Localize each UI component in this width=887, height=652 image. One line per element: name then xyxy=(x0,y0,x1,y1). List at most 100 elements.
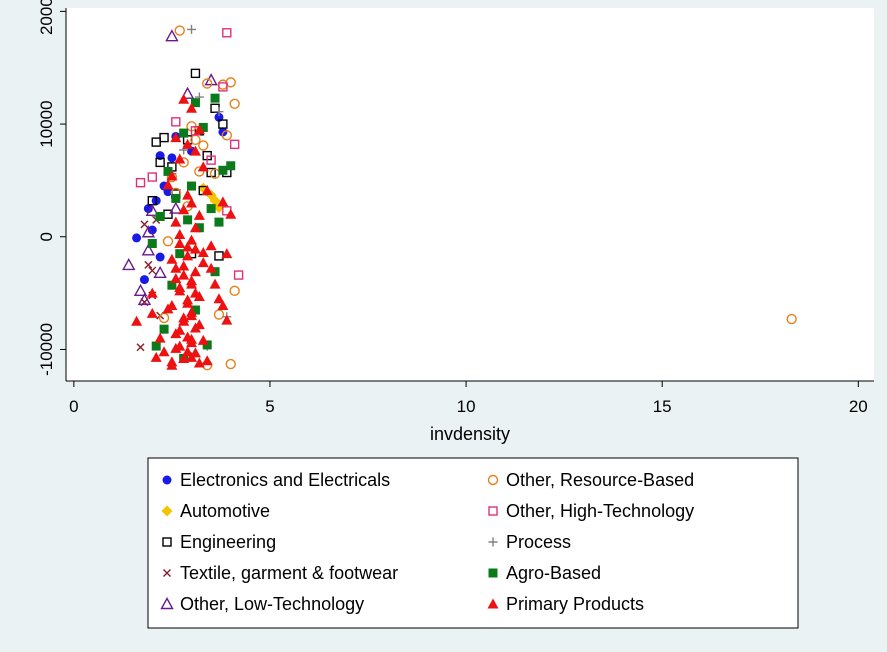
point-primary-products xyxy=(193,124,205,135)
point-agro-based xyxy=(179,128,189,138)
point-primary-products xyxy=(189,287,201,298)
point-primary-products xyxy=(186,333,198,344)
point-primary-products xyxy=(197,257,209,268)
legend-label: Engineering xyxy=(180,532,276,552)
point-electronics-and-electricals xyxy=(155,252,165,262)
point-other-low-technology xyxy=(153,265,167,279)
point-agro-based xyxy=(175,249,185,259)
point-primary-products xyxy=(205,240,217,251)
point-primary-products xyxy=(201,355,213,366)
point-primary-products xyxy=(178,312,190,323)
point-agro-based xyxy=(206,204,216,214)
legend-label: Other, Resource-Based xyxy=(506,470,694,490)
point-primary-products xyxy=(166,299,178,310)
point-other-resource-based xyxy=(225,358,236,370)
point-process xyxy=(214,107,224,117)
point-primary-products xyxy=(217,299,229,310)
point-primary-products xyxy=(150,351,162,362)
point-primary-products xyxy=(225,208,237,219)
point-primary-products xyxy=(146,287,158,298)
point-other-resource-based xyxy=(194,166,205,177)
point-electronics-and-electricals xyxy=(143,204,153,214)
point-primary-products xyxy=(182,138,194,149)
legend-key-automotive xyxy=(161,505,173,517)
x-tick-label: 5 xyxy=(265,397,274,416)
point-engineering xyxy=(218,119,228,129)
point-primary-products xyxy=(205,262,217,273)
point-textile-garment-footwear xyxy=(136,343,145,352)
x-tick-label: 20 xyxy=(849,397,868,416)
point-primary-products xyxy=(189,222,201,233)
point-other-low-technology xyxy=(145,203,159,217)
point-primary-products xyxy=(170,216,182,227)
point-textile-garment-footwear xyxy=(148,266,157,275)
point-agro-based xyxy=(187,181,197,191)
point-primary-products xyxy=(174,229,186,240)
legend-label: Other, High-Technology xyxy=(506,501,694,521)
point-primary-products xyxy=(178,269,190,280)
point-agro-based xyxy=(214,217,224,227)
point-other-high-technology xyxy=(147,172,157,182)
point-primary-products xyxy=(178,204,190,215)
point-agro-based xyxy=(147,239,157,249)
point-primary-products xyxy=(209,278,221,289)
x-axis-title: invdensity xyxy=(430,424,510,444)
point-other-low-technology xyxy=(133,283,148,297)
point-agro-based xyxy=(151,341,161,351)
point-primary-products xyxy=(193,319,205,330)
point-other-low-technology xyxy=(180,86,195,99)
point-process xyxy=(187,24,197,34)
legend-label: Textile, garment & footwear xyxy=(180,563,398,583)
point-electronics-and-electricals xyxy=(167,153,177,163)
point-primary-products xyxy=(166,253,178,264)
x-tick-label: 0 xyxy=(69,397,78,416)
point-primary-products xyxy=(186,234,198,245)
point-agro-based xyxy=(190,98,200,108)
point-other-low-technology xyxy=(141,243,156,256)
point-other-resource-based xyxy=(174,25,185,36)
point-primary-products xyxy=(178,93,190,104)
point-primary-products xyxy=(131,315,143,326)
point-other-resource-based xyxy=(221,130,233,141)
point-primary-products xyxy=(182,189,194,200)
point-other-resource-based xyxy=(213,309,225,320)
point-primary-products xyxy=(189,347,201,358)
point-primary-products xyxy=(182,250,194,261)
point-primary-products xyxy=(170,342,182,353)
legend-key-textile-garment-footwear xyxy=(163,569,171,577)
point-other-high-technology xyxy=(218,82,228,92)
point-primary-products xyxy=(166,170,178,181)
point-primary-products xyxy=(178,260,190,271)
point-engineering xyxy=(190,68,201,79)
point-primary-products xyxy=(193,209,205,220)
data-points xyxy=(122,24,797,371)
point-electronics-and-electricals xyxy=(163,187,173,197)
y-tick-label: 20000 xyxy=(37,0,56,35)
point-other-high-technology xyxy=(206,155,216,165)
point-primary-products xyxy=(213,293,225,304)
legend-key-engineering xyxy=(162,537,172,547)
legend: Electronics and Electricals Automotive Eng… xyxy=(147,457,799,629)
point-primary-products xyxy=(186,275,198,286)
point-primary-products xyxy=(174,281,186,292)
point-primary-products xyxy=(197,334,209,345)
point-other-high-technology xyxy=(135,177,146,188)
point-textile-garment-footwear xyxy=(144,260,153,269)
point-primary-products xyxy=(182,346,194,357)
legend-key-electronics-and-electricals xyxy=(162,475,172,485)
legend-label: Agro-Based xyxy=(506,563,601,583)
x-tick-label: 15 xyxy=(653,397,672,416)
point-agro-based xyxy=(194,223,204,233)
point-primary-products xyxy=(162,179,174,190)
point-textile-garment-footwear xyxy=(140,220,149,229)
point-primary-products xyxy=(174,324,186,335)
point-primary-products xyxy=(154,332,166,343)
point-primary-products xyxy=(186,102,198,113)
point-engineering xyxy=(155,157,165,168)
point-primary-products xyxy=(186,306,198,317)
y-axis: -10000 0 10000 20000 xyxy=(37,0,67,381)
point-other-resource-based xyxy=(229,285,240,297)
legend-key-process xyxy=(488,537,498,547)
y-tick-label: 0 xyxy=(37,232,56,241)
